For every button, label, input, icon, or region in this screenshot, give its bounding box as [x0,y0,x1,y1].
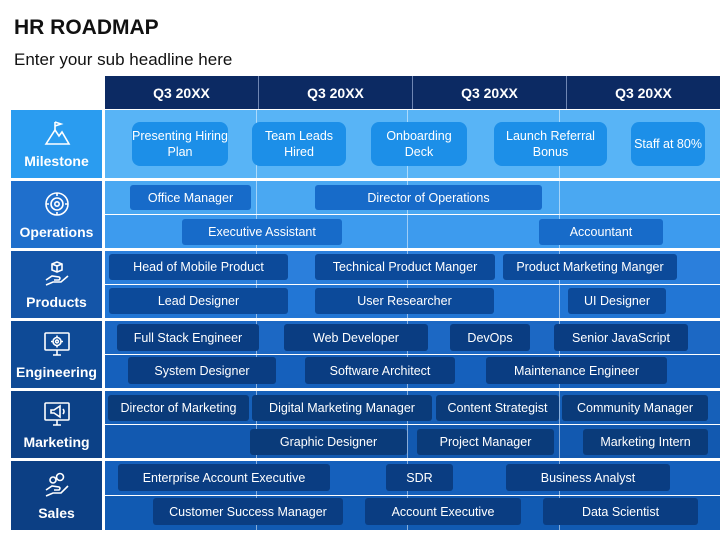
role-item: Accountant [539,219,663,245]
role-item: Technical Product Manger [315,254,495,280]
role-item: Product Marketing Manger [503,254,677,280]
row-body-operations: Office Manager Director of Operations Ex… [105,181,720,248]
role-item: Customer Success Manager [153,498,343,525]
milestone-item: Presenting Hiring Plan [132,122,228,166]
role-item: Content Strategist [436,395,559,421]
milestone-item: Onboarding Deck [371,122,467,166]
row-label-engineering: Engineering [11,321,102,388]
role-item: Graphic Designer [250,429,407,455]
quarter-divider [407,391,408,458]
row-body-milestone: Presenting Hiring Plan Team Leads Hired … [105,110,720,178]
role-item: SDR [386,464,453,491]
role-item: Lead Designer [109,288,288,314]
row-label-text: Engineering [16,363,97,380]
role-item: Director of Operations [315,185,542,210]
role-item: Executive Assistant [182,219,342,245]
role-item: Head of Mobile Product [109,254,288,280]
quarter-header-3: Q3 20XX [412,76,566,109]
role-item: Full Stack Engineer [117,324,259,351]
role-item: Marketing Intern [583,429,708,455]
row-label-operations: Operations [11,181,102,248]
row-operations: Operations Office Manager Director of Op… [11,181,720,248]
role-item: Web Developer [284,324,428,351]
row-milestone: Milestone Presenting Hiring Plan Team Le… [11,110,720,178]
role-item: Enterprise Account Executive [118,464,330,491]
quarter-divider [559,181,560,248]
role-item: System Designer [128,357,276,384]
quarter-divider [256,181,257,248]
row-engineering: Engineering Full Stack Engineer Web Deve… [11,321,720,388]
summit-flag-icon [44,121,70,145]
quarter-header-1: Q3 20XX [153,84,210,101]
row-sales: Sales Enterprise Account Executive SDR B… [11,461,720,530]
row-body-marketing: Director of Marketing Digital Marketing … [105,391,720,458]
quarter-header-4: Q3 20XX [566,76,720,109]
role-item: Office Manager [130,185,251,210]
cycle-gear-icon [44,191,69,216]
role-item: Business Analyst [506,464,670,491]
quarter-divider [256,461,257,530]
row-label-text: Marketing [23,433,90,450]
role-item: UI Designer [568,288,666,314]
quarter-divider [559,391,560,458]
quarter-divider [407,461,408,530]
role-item: Account Executive [365,498,521,525]
row-products: Products Head of Mobile Product Technica… [11,251,720,318]
row-body-products: Head of Mobile Product Technical Product… [105,251,720,318]
quarter-header-2: Q3 20XX [258,76,412,109]
quarter-divider [407,321,408,388]
quarter-divider [407,251,408,318]
page-subtitle: Enter your sub headline here [14,50,233,69]
milestone-item: Staff at 80% [631,122,705,166]
quarter-divider [256,391,257,458]
quarter-header: Q3 20XX Q3 20XX Q3 20XX Q3 20XX [105,76,720,109]
row-label-marketing: Marketing [11,391,102,458]
role-item: Maintenance Engineer [486,357,667,384]
quarter-divider [559,321,560,388]
quarter-divider [559,251,560,318]
role-item: User Researcher [315,288,494,314]
milestone-item: Launch Referral Bonus [494,122,607,166]
megaphone-monitor-icon [43,401,70,426]
sales-hand-coins-icon [45,472,69,497]
role-item: Digital Marketing Manager [252,395,432,421]
role-item: Project Manager [417,429,554,455]
role-item: Senior JavaScript [554,324,688,351]
role-item: Software Architect [305,357,455,384]
page-title: HR ROADMAP [14,16,159,39]
row-body-sales: Enterprise Account Executive SDR Busines… [105,461,720,530]
role-item: Director of Marketing [108,395,249,421]
row-label-products: Products [11,251,102,318]
row-marketing: Marketing Director of Marketing Digital … [11,391,720,458]
quarter-divider [407,181,408,248]
row-label-milestone: Milestone [11,110,102,178]
quarter-divider [256,251,257,318]
milestone-item: Team Leads Hired [252,122,346,166]
row-label-text: Milestone [24,153,89,169]
engineering-gear-monitor-icon [43,331,70,356]
row-label-sales: Sales [11,461,102,530]
row-label-text: Products [26,293,87,310]
role-item: Data Scientist [543,498,698,525]
quarter-divider [559,461,560,530]
row-label-text: Operations [19,223,94,240]
row-body-engineering: Full Stack Engineer Web Developer DevOps… [105,321,720,388]
role-item: DevOps [450,324,530,351]
role-item: Community Manager [562,395,708,421]
row-label-text: Sales [38,504,75,521]
quarter-divider [256,321,257,388]
product-box-hand-icon [45,260,69,286]
